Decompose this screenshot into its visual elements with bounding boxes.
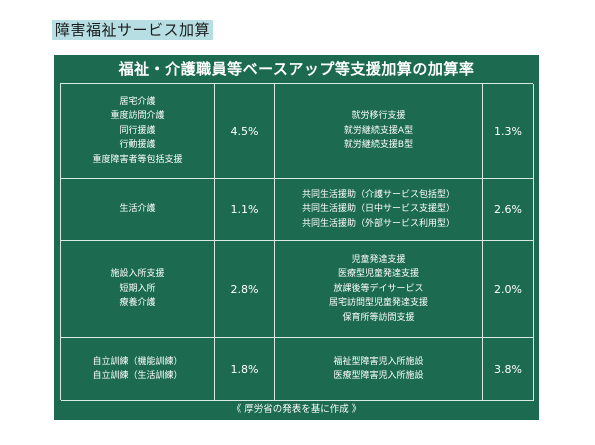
service-name: 生活介護 xyxy=(119,204,156,215)
table-row-4-right-services: 福祉型障害児入所施設 医療型障害児入所施設 xyxy=(275,338,483,401)
table-row-4-left-services: 自立訓練（機能訓練） 自立訓練（生活訓練） xyxy=(61,338,215,401)
table-row-1-left-rate: 4.5% xyxy=(215,84,275,179)
service-name: 重度障害者等包括支援 xyxy=(92,154,183,165)
service-name: 就労継続支援B型 xyxy=(343,140,414,151)
service-name: 短期入所 xyxy=(119,283,156,294)
table-row-3-right-rate: 2.0% xyxy=(483,241,534,338)
service-name: 居宅訪問型児童発達支援 xyxy=(328,298,428,309)
service-name: 就労継続支援A型 xyxy=(343,125,414,136)
rate-table: 居宅介護 重度訪問介護 同行援護 行動援護 重度障害者等包括支援 4.5% 就労… xyxy=(60,83,534,401)
service-name: 共同生活援助（介護サービス包括型） xyxy=(301,189,455,200)
service-name: 自立訓練（生活訓練） xyxy=(92,371,183,381)
table-row-4-left-rate: 1.8% xyxy=(215,338,275,401)
table-row-1-left-services: 居宅介護 重度訪問介護 同行援護 行動援護 重度障害者等包括支援 xyxy=(61,84,215,179)
service-name: 就労移行支援 xyxy=(351,111,406,122)
service-name: 保育所等訪問支援 xyxy=(342,312,415,323)
table-row-3-left-rate: 2.8% xyxy=(215,241,275,338)
page-heading: 障害福祉サービス加算 xyxy=(52,20,214,40)
service-name: 医療型障害児入所施設 xyxy=(333,371,424,381)
service-name: 共同生活援助（外部サービス利用型） xyxy=(301,218,455,229)
service-name: 放課後等デイサービス xyxy=(333,283,424,294)
service-name: 共同生活援助（日中サービス支援型） xyxy=(301,204,455,215)
service-name: 施設入所支援 xyxy=(110,269,165,280)
chalkboard-table: 福祉・介護職員等ベースアップ等支援加算の加算率 居宅介護 重度訪問介護 同行援護… xyxy=(54,55,539,420)
table-row-2-right-rate: 2.6% xyxy=(483,179,534,241)
source-note: 《 厚労省の発表を基に作成 》 xyxy=(231,404,362,415)
table-row-2-left-rate: 1.1% xyxy=(215,179,275,241)
table-row-3-left-services: 施設入所支援 短期入所 療養介護 xyxy=(61,241,215,338)
service-name: 児童発達支援 xyxy=(351,254,406,265)
service-name: 行動援護 xyxy=(119,140,156,151)
service-name: 重度訪問介護 xyxy=(110,111,165,122)
table-row-3-right-services: 児童発達支援 医療型児童発達支援 放課後等デイサービス 居宅訪問型児童発達支援 … xyxy=(275,241,483,338)
service-name: 医療型児童発達支援 xyxy=(337,269,419,280)
service-name: 同行援護 xyxy=(119,125,156,136)
service-name: 療養介護 xyxy=(119,298,156,309)
service-name: 居宅介護 xyxy=(119,96,156,107)
table-row-2-left-services: 生活介護 xyxy=(61,179,215,241)
table-row-1-right-services: 就労移行支援 就労継続支援A型 就労継続支援B型 xyxy=(275,84,483,179)
table-row-2-right-services: 共同生活援助（介護サービス包括型） 共同生活援助（日中サービス支援型） 共同生活… xyxy=(275,179,483,241)
table-row-4-right-rate: 3.8% xyxy=(483,338,534,401)
table-title: 福祉・介護職員等ベースアップ等支援加算の加算率 xyxy=(118,60,475,78)
service-name: 自立訓練（機能訓練） xyxy=(92,356,183,367)
table-row-1-right-rate: 1.3% xyxy=(483,84,534,179)
service-name: 福祉型障害児入所施設 xyxy=(333,356,424,367)
